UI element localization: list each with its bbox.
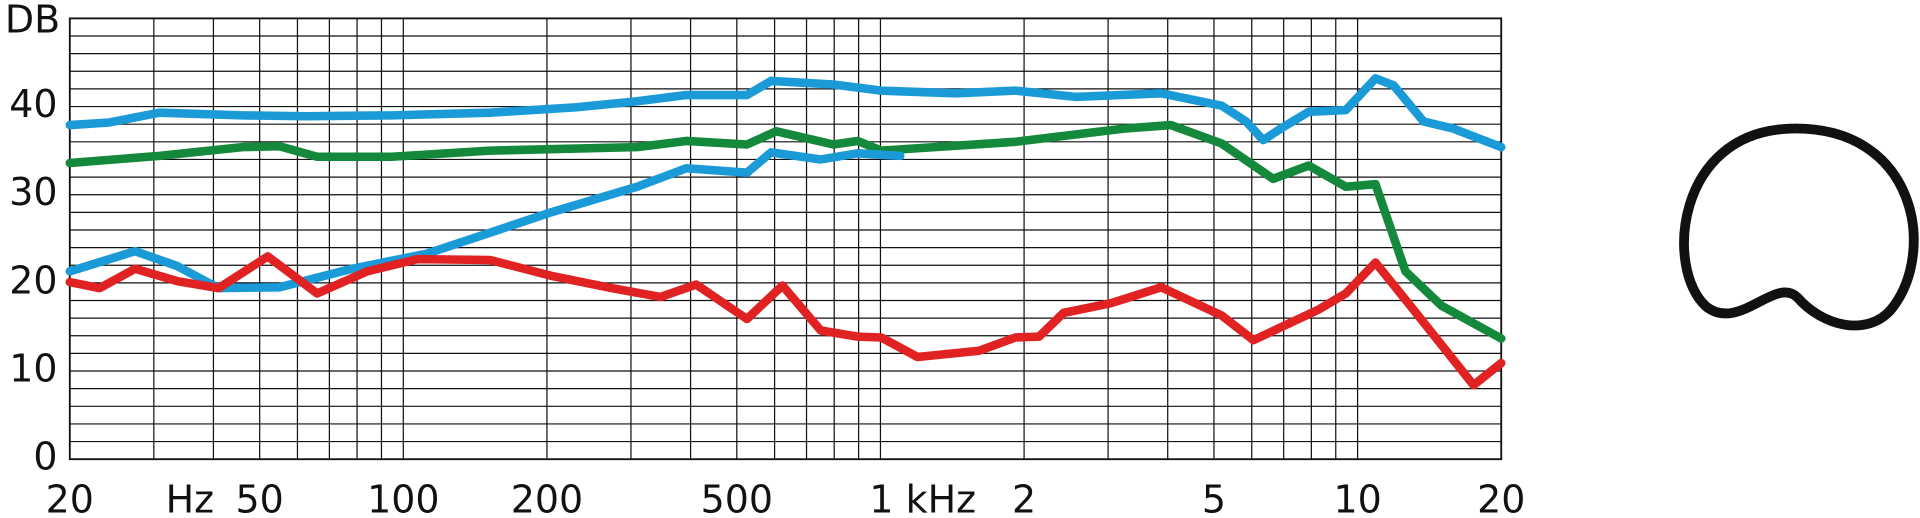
y-tick-label: 10 [9,347,57,391]
x-tick-label: 50 [236,478,284,518]
response-curve [65,74,1506,152]
y-tick-label: 0 [33,435,57,479]
y-axis-label: DB [5,0,60,42]
x-tick-label: 10 [1333,478,1381,518]
x-tick-label: 20 [46,478,94,518]
response-curve [65,148,905,293]
y-tick-label: 20 [9,258,57,302]
x-tick-label: 5 [1202,478,1226,518]
x-unit-label: Hz [166,478,214,518]
response-curve [65,120,1506,343]
response-curve [65,252,1506,390]
y-tick-label: 30 [9,170,57,214]
x-tick-label: 100 [367,478,439,518]
y-tick-label: 40 [9,82,57,126]
x-tick-label: 200 [511,478,583,518]
x-tick-label: 2 [1012,478,1036,518]
x-tick-label: 20 [1477,478,1525,518]
x-tick-label: 1 kHz [869,478,976,518]
x-tick-label: 500 [701,478,773,518]
polar-pattern-icon [1679,123,1919,331]
